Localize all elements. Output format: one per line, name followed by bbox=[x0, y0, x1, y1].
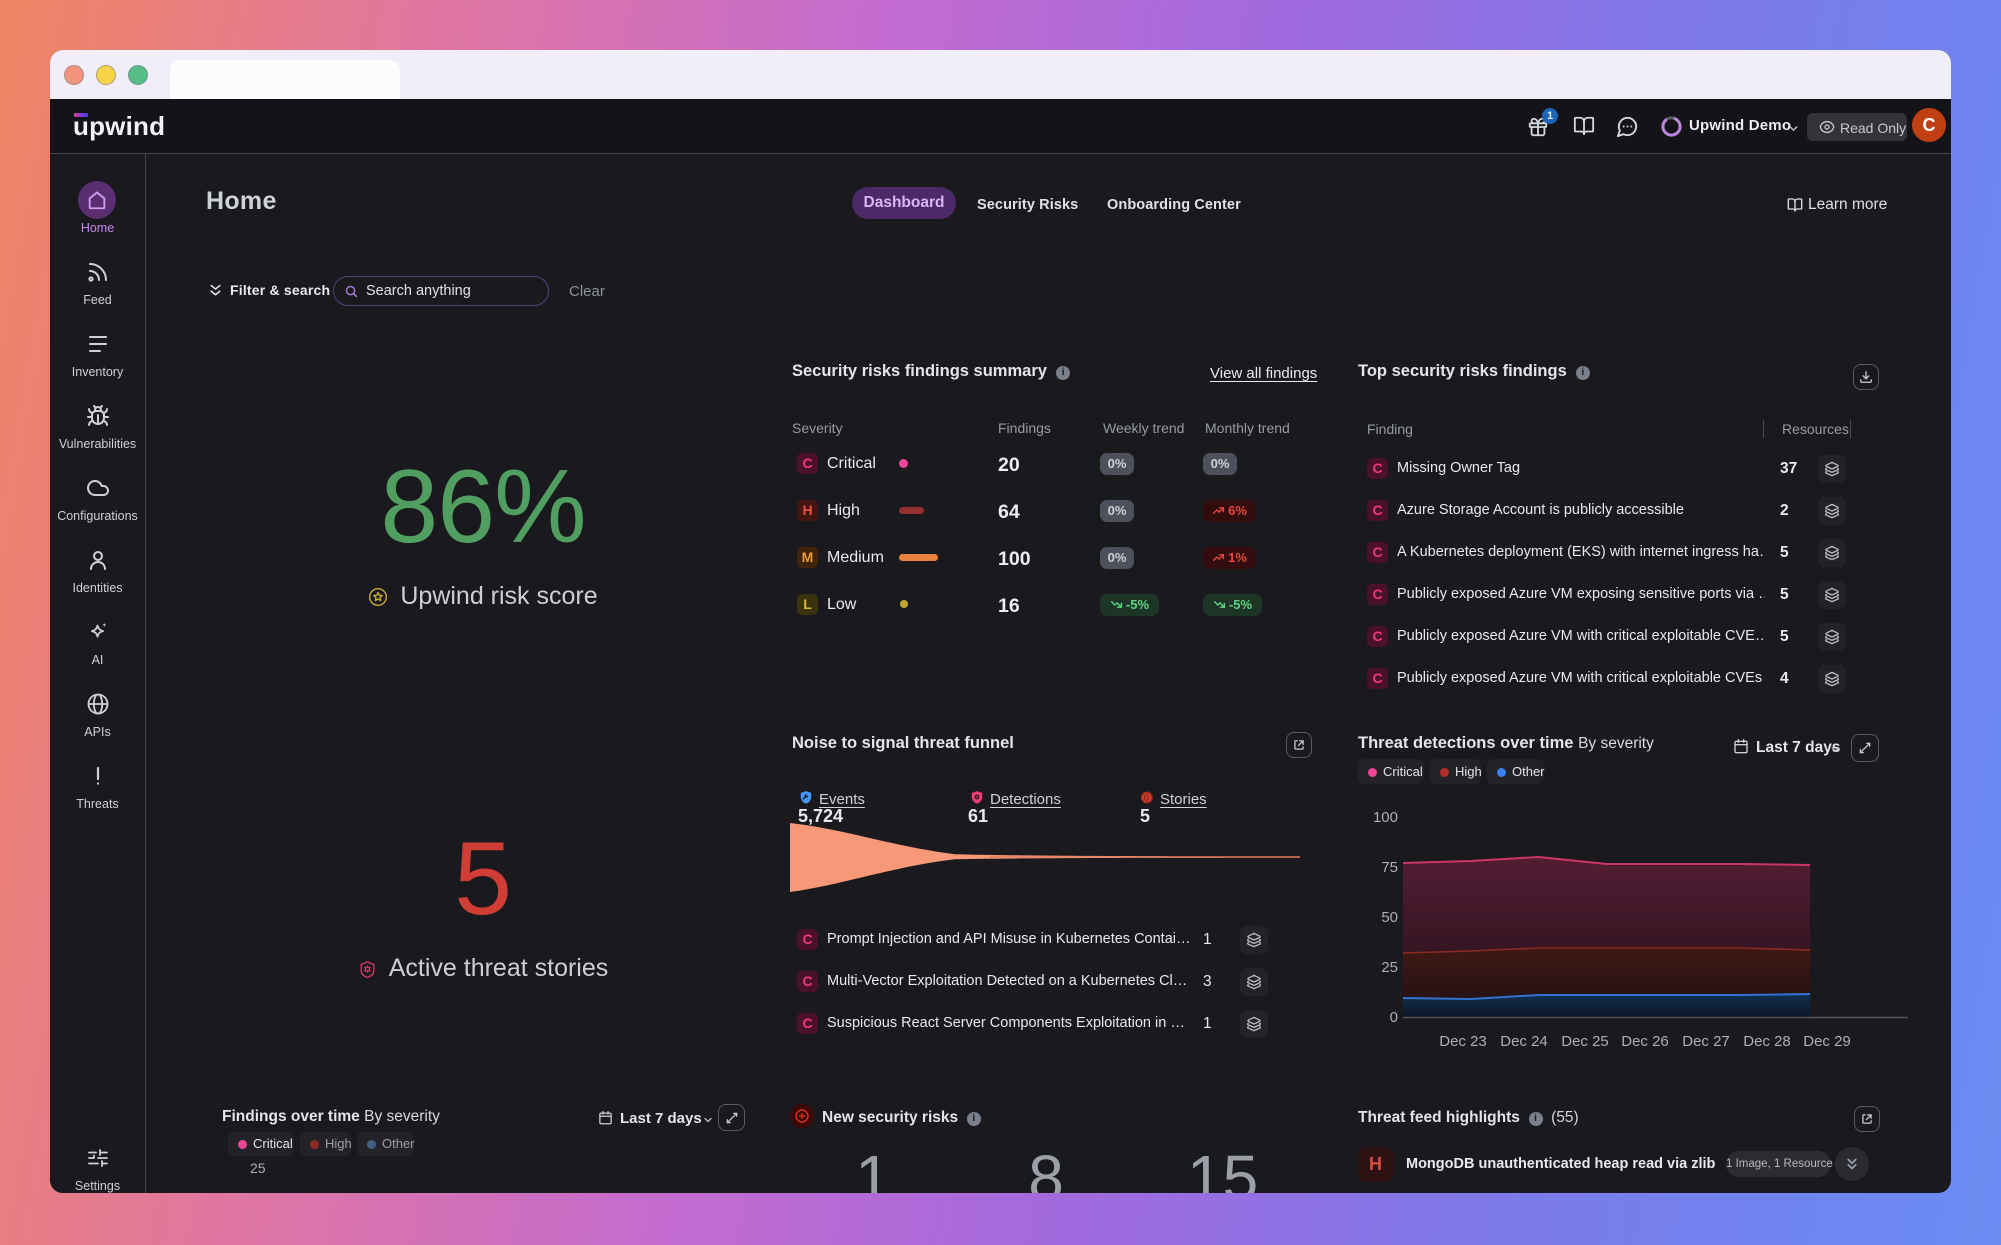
svg-text:Dec 26: Dec 26 bbox=[1621, 1033, 1669, 1050]
svg-text:100: 100 bbox=[1373, 809, 1398, 826]
svg-text:Dec 27: Dec 27 bbox=[1682, 1033, 1730, 1050]
svg-text:0: 0 bbox=[1390, 1009, 1398, 1026]
svg-text:50: 50 bbox=[1381, 909, 1398, 926]
svg-text:25: 25 bbox=[1381, 959, 1398, 976]
svg-text:Dec 28: Dec 28 bbox=[1743, 1033, 1791, 1050]
svg-text:75: 75 bbox=[1381, 859, 1398, 876]
svg-text:Dec 23: Dec 23 bbox=[1439, 1033, 1487, 1050]
svg-text:Dec 29: Dec 29 bbox=[1803, 1033, 1851, 1050]
svg-text:Dec 24: Dec 24 bbox=[1500, 1033, 1548, 1050]
svg-text:Dec 25: Dec 25 bbox=[1561, 1033, 1609, 1050]
